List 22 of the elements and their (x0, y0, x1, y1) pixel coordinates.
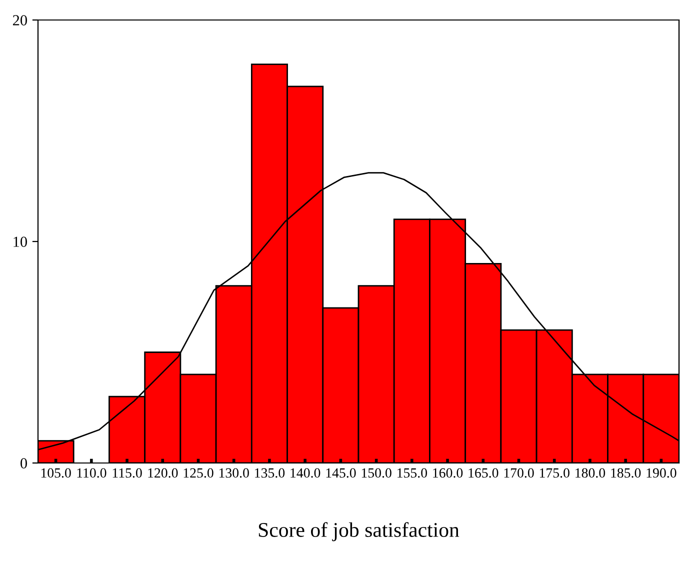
x-tick-label: 135.0 (255, 468, 285, 478)
x-tick-label: 115.0 (112, 468, 142, 478)
x-tick-label: 180.0 (576, 468, 606, 478)
x-tick-label: 120.0 (148, 468, 178, 478)
x-tick-label: 170.0 (504, 468, 534, 478)
x-tick-label: 150.0 (362, 468, 392, 478)
x-tick-label: 175.0 (540, 468, 570, 478)
y-tick-label: 10 (14, 236, 27, 247)
x-tick-label: 185.0 (611, 468, 641, 478)
x-tick-label: 105.0 (41, 468, 71, 478)
x-tick-label: 140.0 (290, 468, 320, 478)
x-tick-label: 110.0 (77, 468, 106, 478)
x-tick-label: 145.0 (326, 468, 356, 478)
x-axis-title: Score of job satisfaction (258, 522, 460, 542)
x-tick-label: 190.0 (646, 468, 676, 478)
x-tick-label: 155.0 (398, 468, 428, 478)
x-tick-label: 130.0 (219, 468, 249, 478)
x-tick-label: 160.0 (433, 468, 463, 478)
x-tick-label: 165.0 (468, 468, 498, 478)
x-tick-label: 125.0 (184, 468, 214, 478)
y-tick-label: 20 (12, 15, 27, 26)
y-tick-label: 0 (20, 458, 27, 468)
